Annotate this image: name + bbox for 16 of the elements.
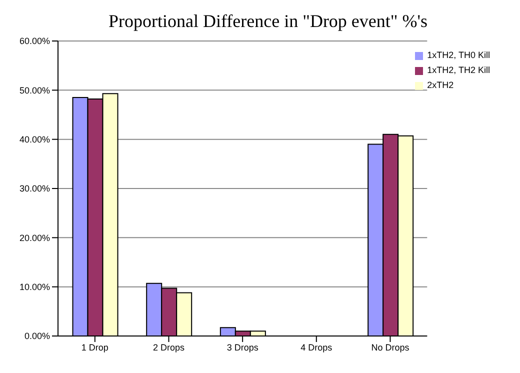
x-tick-label: No Drops [371,342,410,352]
y-tick-label: 20.00% [19,232,50,243]
y-tick-label: 0.00% [24,331,50,342]
y-tick-label: 10.00% [19,282,50,292]
legend-label: 1xTH2, TH0 Kill [427,50,490,60]
y-tick-label: 60.00% [19,36,50,46]
legend-label: 1xTH2, TH2 Kill [427,65,490,75]
x-tick-label: 4 Drops [300,342,333,352]
y-tick-label: 30.00% [19,184,50,194]
y-tick-label: 40.00% [19,134,50,145]
chart-title: Proportional Difference in "Drop event" %'s [107,10,429,33]
x-tick-label: 2 Drops [152,342,185,352]
x-tick-label: 1 Drop [81,342,108,352]
legend-label: 2xTH2 [427,80,454,90]
y-tick-label: 50.00% [19,85,50,96]
x-tick-label: 3 Drops [226,342,259,352]
